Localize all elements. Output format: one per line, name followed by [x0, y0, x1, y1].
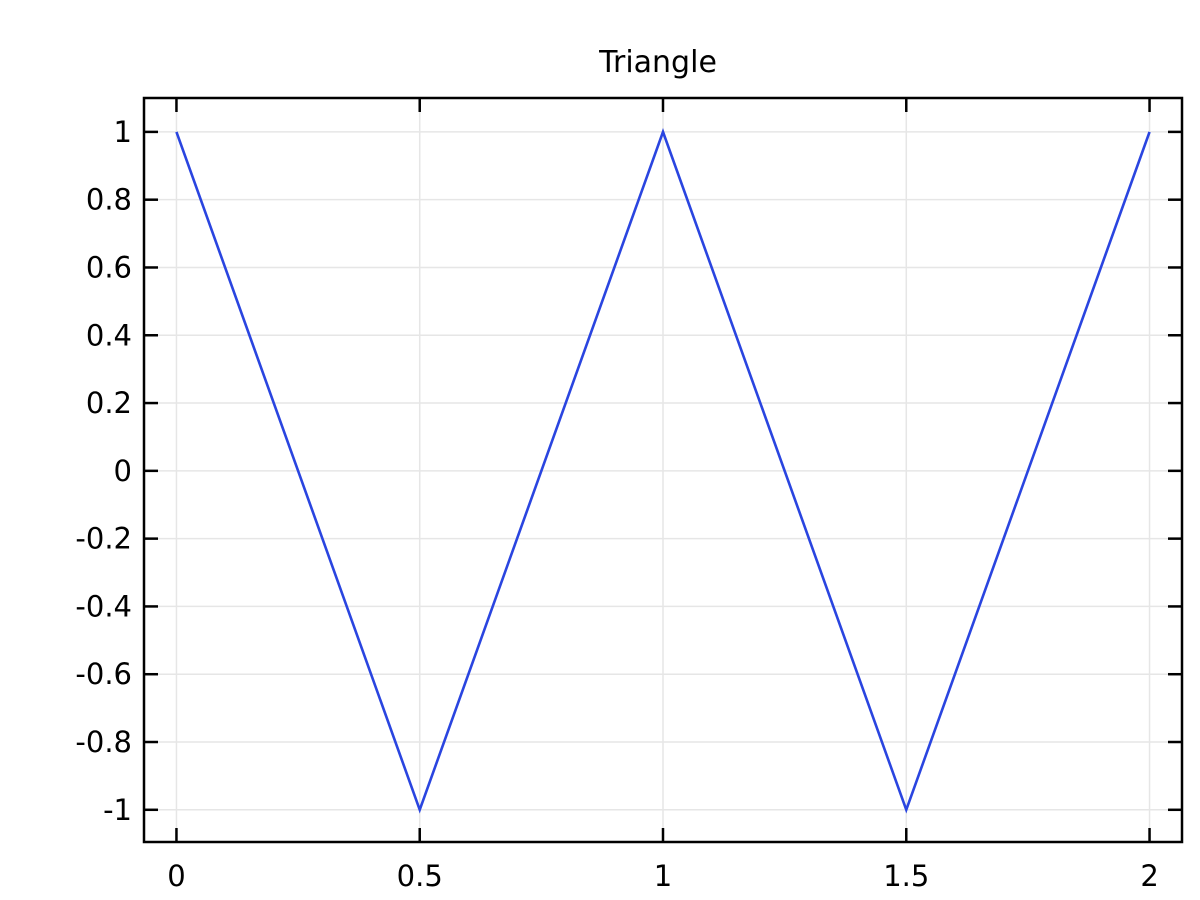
chart-title: Triangle	[598, 45, 717, 80]
x-tick-label: 0	[167, 859, 185, 893]
y-tick-label: -1	[103, 793, 132, 827]
y-tick-label: -0.8	[75, 725, 132, 759]
axis-ticks	[144, 98, 1182, 842]
y-axis-tick-labels: 1 0.8 0.6 0.4 0.2 0 -0.2 -0.4 -0.6 -0.8 -1	[75, 115, 132, 827]
y-tick-label: 0	[114, 454, 132, 488]
y-tick-label: 0.8	[86, 183, 132, 217]
y-tick-label: 0.2	[86, 386, 132, 420]
x-tick-label: 0.5	[397, 859, 443, 893]
y-tick-label: -0.4	[75, 589, 132, 623]
y-tick-label: 1	[114, 115, 132, 149]
x-tick-label: 1	[654, 859, 672, 893]
y-tick-label: 0.4	[86, 318, 132, 352]
series-layer	[175, 128, 1151, 814]
y-tick-label: -0.6	[75, 657, 132, 691]
series-line-0	[175, 128, 1151, 814]
x-tick-label: 1.5	[883, 859, 929, 893]
grid-lines	[144, 98, 1182, 842]
x-axis-tick-labels: 0 0.5 1 1.5 2	[167, 859, 1159, 893]
y-tick-label: 0.6	[86, 250, 132, 284]
x-tick-label: 2	[1140, 859, 1158, 893]
y-tick-label: -0.2	[75, 522, 132, 556]
